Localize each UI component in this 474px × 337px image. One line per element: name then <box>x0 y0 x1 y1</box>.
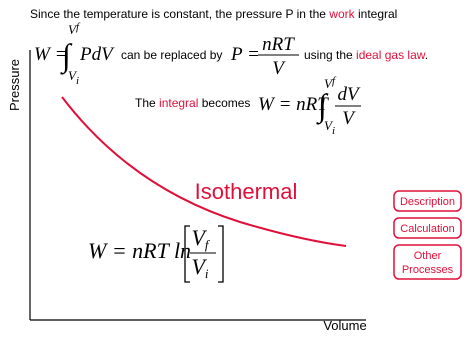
limit-sub: i <box>332 125 335 137</box>
limit-sub: f <box>332 75 337 87</box>
button[interactable]: Calculation <box>393 217 462 239</box>
link-word[interactable]: work <box>328 7 355 21</box>
button-label[interactable]: Other <box>414 250 442 262</box>
var: V <box>191 225 207 250</box>
integral-sign: ∫ <box>316 87 329 125</box>
denominator: V <box>342 108 356 129</box>
link-word[interactable]: integral <box>159 96 198 110</box>
text: The <box>135 96 156 110</box>
button[interactable]: Other Processes <box>393 244 462 280</box>
limit-sub: i <box>76 75 79 87</box>
denominator: Vi <box>191 254 208 281</box>
limit-var: V <box>68 22 78 37</box>
formula-lhs: W = <box>34 44 67 65</box>
lower-limit: Vi <box>324 118 335 137</box>
limit-sub: f <box>76 21 81 33</box>
var-sub: i <box>205 266 209 281</box>
integrand: PdV <box>79 44 115 65</box>
upper-limit: Vf <box>324 75 337 91</box>
brackets <box>184 225 224 283</box>
button[interactable]: Description <box>393 190 462 212</box>
text: can be replaced by <box>121 48 222 62</box>
button-label[interactable]: Processes <box>402 264 454 276</box>
formula-lhs: W = nRT ln <box>88 238 191 263</box>
lower-limit: Vi <box>68 68 79 87</box>
integral-sign: ∫ <box>60 37 73 75</box>
intro-text: Since the temperature is constant, the p… <box>30 7 326 21</box>
numerator: nRT <box>262 34 295 55</box>
limit-var: V <box>324 118 334 133</box>
limit-var: V <box>68 68 78 83</box>
limit-var: V <box>324 76 334 91</box>
law-text: using the ideal gas law. <box>304 48 428 62</box>
x-axis-label: Volume <box>323 318 366 333</box>
text: becomes <box>202 96 251 110</box>
formula-lhs: W = nRT <box>258 94 329 115</box>
button-label[interactable]: Calculation <box>400 223 454 235</box>
intro-text: integral <box>358 7 397 21</box>
y-axis-label: Pressure <box>7 59 22 111</box>
formula-lhs: P = <box>230 44 260 65</box>
numerator: dV <box>337 84 361 105</box>
text: using the <box>304 48 353 62</box>
numerator: Vf <box>191 225 210 252</box>
var: V <box>191 254 207 279</box>
var-sub: f <box>205 237 211 252</box>
denominator: V <box>272 58 286 79</box>
isotherm-curve <box>61 96 347 247</box>
curve-label: Isothermal <box>195 179 298 204</box>
text: . <box>425 48 428 62</box>
intro: Since the temperature is constant, the p… <box>30 7 397 21</box>
button-label[interactable]: Description <box>400 196 455 208</box>
link-word[interactable]: ideal gas law <box>356 48 426 62</box>
upper-limit: Vf <box>68 21 81 37</box>
becomes-text: The integral becomes <box>135 96 250 110</box>
